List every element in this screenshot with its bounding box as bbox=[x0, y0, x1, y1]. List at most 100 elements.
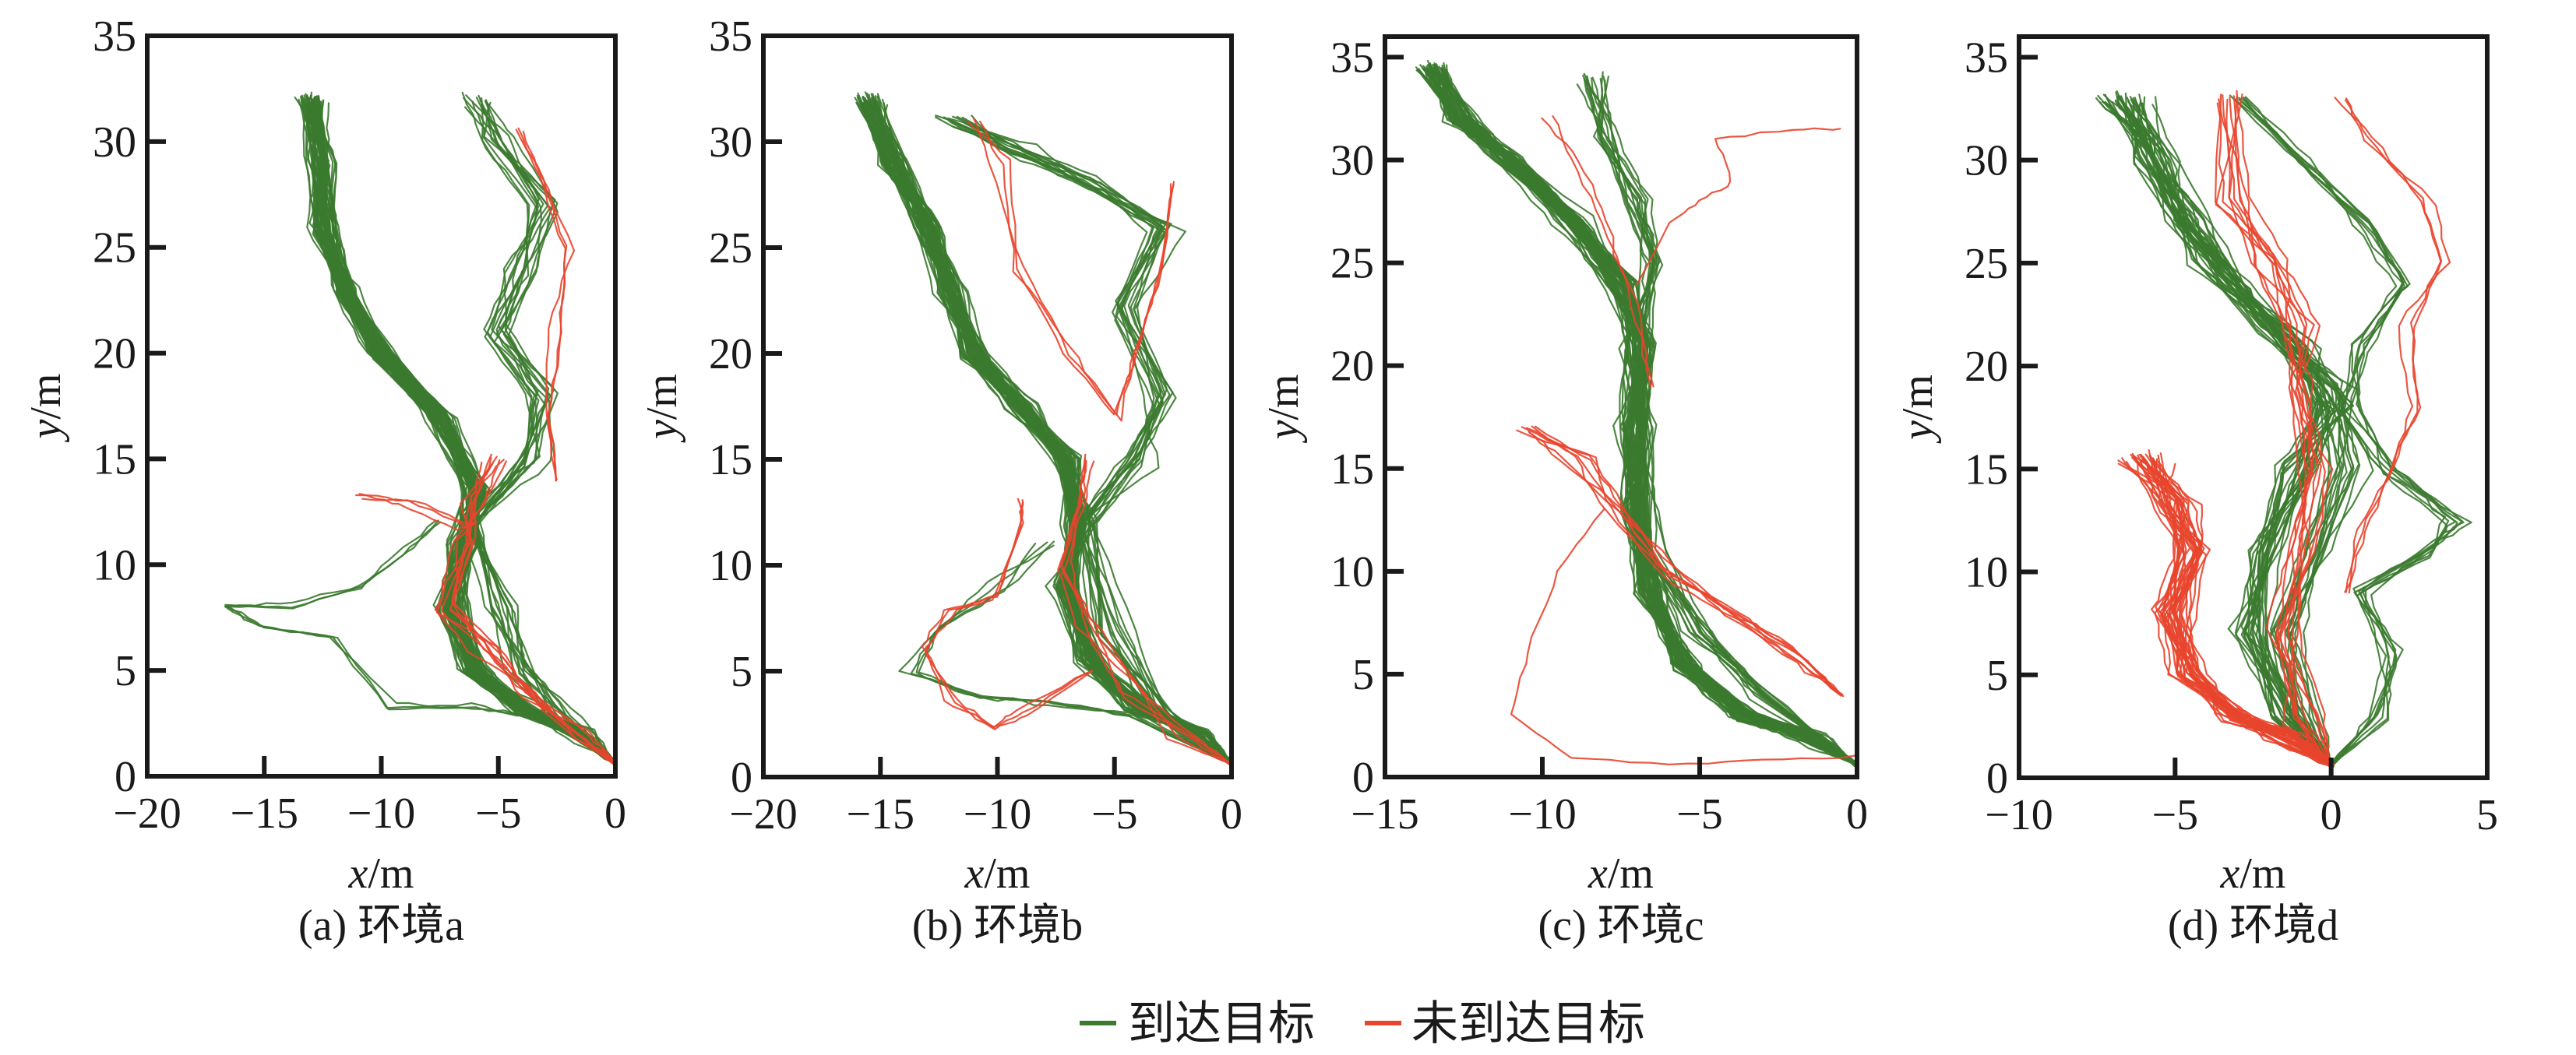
y-tick-label: 0 bbox=[115, 753, 136, 801]
trajectory-not-reached bbox=[2225, 98, 2333, 766]
trajectory-not-reached bbox=[2232, 95, 2334, 767]
trajectory-reached bbox=[962, 121, 1232, 766]
trajectory-reached bbox=[1602, 76, 1857, 767]
y-tick-label: 35 bbox=[1965, 33, 2008, 82]
y-tick-label: 10 bbox=[93, 541, 136, 589]
trajectory-not-reached bbox=[972, 118, 1175, 416]
x-tick-label: −15 bbox=[846, 790, 914, 839]
x-tick-label: 0 bbox=[604, 789, 626, 838]
trajectory-not-reached bbox=[358, 493, 477, 531]
trajectory-not-reached bbox=[2229, 97, 2333, 765]
y-tick-label: 25 bbox=[709, 224, 752, 273]
trajectory-reached bbox=[1427, 64, 1857, 765]
trajectory-reached bbox=[224, 519, 615, 762]
trajectories bbox=[2095, 90, 2472, 768]
trajectory-not-reached bbox=[967, 121, 1172, 416]
x-axis-label-unit: /m bbox=[2239, 849, 2285, 898]
y-tick-label: 25 bbox=[1965, 240, 2008, 288]
y-tick-label: 30 bbox=[709, 118, 752, 167]
y-axis-label-unit: /m bbox=[1260, 375, 1308, 420]
x-axis-label-unit: /m bbox=[984, 849, 1030, 898]
y-axis-label-var: y bbox=[1260, 420, 1308, 443]
trajectory-reached bbox=[954, 121, 1232, 766]
panel-caption: (d) 环境d bbox=[2168, 902, 2338, 950]
x-axis-label-unit: /m bbox=[1608, 849, 1654, 898]
trajectory-not-reached bbox=[2344, 99, 2443, 593]
y-tick-label: 10 bbox=[1965, 549, 2008, 597]
y-tick-label: 35 bbox=[1330, 33, 1374, 82]
trajectory-not-reached bbox=[1636, 127, 1841, 286]
trajectory-reached bbox=[475, 97, 615, 766]
y-tick-label: 15 bbox=[1965, 445, 2008, 494]
trajectory-not-reached bbox=[2148, 449, 2331, 766]
trajectory-not-reached bbox=[1510, 508, 1856, 765]
y-axis-label: y/m bbox=[22, 374, 70, 443]
panel-caption: (a) 环境a bbox=[298, 902, 464, 950]
x-tick-label: −10 bbox=[964, 790, 1032, 839]
trajectory-reached bbox=[1600, 71, 1855, 765]
trajectory-reached bbox=[313, 100, 615, 766]
y-tick-label: 5 bbox=[731, 648, 752, 696]
x-tick-label: −5 bbox=[475, 789, 522, 838]
trajectory-not-reached bbox=[1552, 115, 1652, 388]
y-tick-label: 20 bbox=[709, 330, 752, 378]
trajectory-not-reached bbox=[361, 498, 477, 527]
trajectory-not-reached bbox=[2334, 97, 2442, 593]
y-tick-label: 5 bbox=[1352, 651, 1374, 699]
x-tick-label: −20 bbox=[113, 789, 181, 838]
trajectory-reached bbox=[2243, 99, 2446, 767]
trajectory-reached bbox=[458, 99, 615, 764]
y-tick-label: 15 bbox=[1330, 445, 1374, 494]
y-tick-label: 0 bbox=[731, 754, 752, 802]
x-axis-label-var: x bbox=[2220, 849, 2240, 898]
y-axis-label-var: y bbox=[638, 420, 686, 443]
x-tick-label: −10 bbox=[1508, 790, 1577, 839]
x-tick-label: −5 bbox=[1091, 790, 1138, 839]
x-axis-label-unit: /m bbox=[368, 849, 414, 898]
legend: 到达目标 未到达目标 bbox=[1080, 998, 1645, 1050]
trajectory-reached bbox=[2127, 100, 2330, 765]
legend-label-not-reached: 未到达目标 bbox=[1411, 998, 1645, 1050]
y-tick-label: 30 bbox=[93, 118, 136, 167]
y-axis-label-unit: /m bbox=[638, 374, 686, 420]
x-axis-label: x/m bbox=[964, 849, 1031, 898]
y-tick-label: 15 bbox=[93, 435, 136, 484]
trajectory-reached bbox=[961, 116, 1232, 765]
panel-caption: (c) 环境c bbox=[1538, 902, 1704, 950]
trajectory-reached bbox=[875, 95, 1232, 765]
trajectory-reached bbox=[952, 115, 1232, 765]
x-axis-label-var: x bbox=[1588, 849, 1608, 898]
trajectory-reached bbox=[918, 540, 1232, 764]
trajectory-reached bbox=[477, 101, 615, 766]
x-tick-label: 0 bbox=[1221, 790, 1242, 839]
trajectory-not-reached bbox=[925, 499, 1092, 728]
trajectory-reached bbox=[883, 102, 1231, 765]
trajectory-reached bbox=[1426, 69, 1857, 765]
trajectory-reached bbox=[310, 102, 615, 765]
trajectory-not-reached bbox=[2236, 90, 2331, 766]
trajectory-reached bbox=[874, 99, 1232, 764]
trajectory-not-reached bbox=[2142, 458, 2332, 767]
trajectory-reached bbox=[862, 102, 1232, 765]
trajectories bbox=[1415, 60, 1857, 768]
trajectory-not-reached bbox=[449, 459, 615, 764]
x-tick-label: −15 bbox=[1351, 790, 1419, 839]
y-tick-label: 0 bbox=[1352, 754, 1374, 802]
trajectory-not-reached bbox=[1528, 431, 1845, 698]
trajectory-not-reached bbox=[2138, 453, 2332, 765]
trajectory-not-reached bbox=[2215, 93, 2334, 766]
x-axis-label: x/m bbox=[1588, 849, 1654, 898]
trajectory-not-reached bbox=[979, 120, 1175, 422]
trajectory-reached bbox=[872, 93, 1232, 765]
plot-frame bbox=[2017, 34, 2490, 780]
x-tick-label: −10 bbox=[1985, 791, 2053, 839]
y-tick-label: 20 bbox=[1965, 343, 2008, 391]
x-tick-label: 5 bbox=[2476, 791, 2498, 839]
x-tick-label: 0 bbox=[1846, 790, 1868, 839]
y-tick-label: 10 bbox=[709, 542, 752, 590]
x-axis-label: x/m bbox=[2220, 849, 2286, 898]
y-tick-label: 10 bbox=[1330, 548, 1374, 596]
